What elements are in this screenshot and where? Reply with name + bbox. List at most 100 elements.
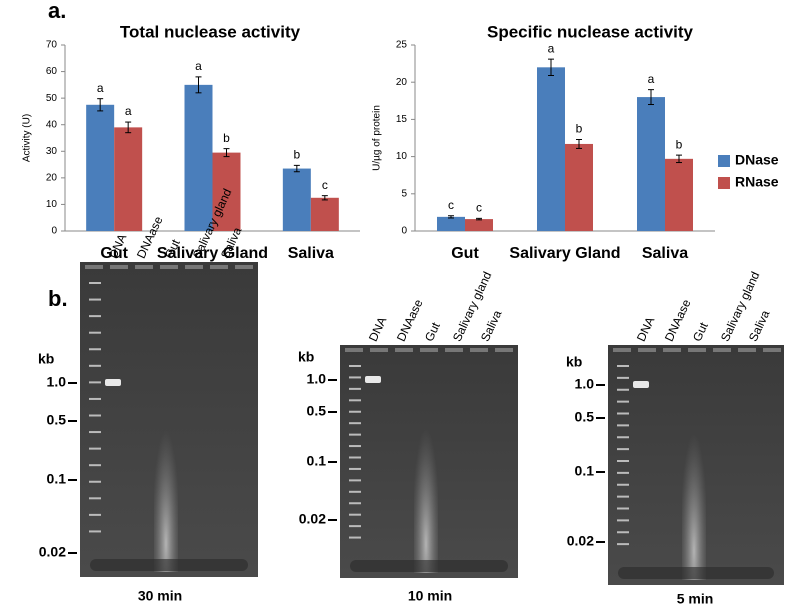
gel-front	[350, 560, 508, 572]
marker-label: 0.1	[575, 463, 595, 479]
y-axis-label: Activity (U)	[22, 114, 33, 162]
ladder-band	[349, 479, 361, 482]
significance-letter: a	[548, 41, 555, 55]
ladder-band	[89, 431, 101, 434]
gel-well	[470, 348, 488, 352]
ladder-band	[89, 480, 101, 483]
gel-well	[445, 348, 463, 352]
gel-well	[160, 265, 178, 269]
gel-well	[110, 265, 128, 269]
ladder-band	[617, 400, 629, 403]
legend-label: RNase	[735, 174, 779, 190]
significance-letter: b	[576, 122, 583, 136]
bar	[637, 97, 665, 231]
gel-well	[613, 348, 631, 352]
ladder-band	[349, 456, 361, 459]
ladder-band	[617, 448, 629, 451]
significance-letter: b	[676, 137, 683, 151]
gel-well	[495, 348, 513, 352]
significance-letter: a	[97, 81, 104, 95]
x-tick-label: Gut	[100, 245, 128, 262]
significance-letter: c	[322, 178, 328, 192]
dna-band	[633, 381, 649, 388]
bar	[310, 197, 339, 231]
gel-front	[618, 567, 774, 579]
lane-label: Gut	[690, 320, 711, 344]
ladder-band	[617, 376, 629, 379]
significance-letter: a	[195, 59, 202, 73]
x-tick-label: Salivary Gland	[157, 245, 268, 262]
ladder-band	[617, 531, 629, 534]
gel-well	[85, 265, 103, 269]
bar	[665, 158, 693, 231]
bar	[114, 127, 143, 231]
y-tick-label: 70	[46, 40, 58, 51]
marker-label: 1.0	[307, 371, 327, 387]
y-tick-label: 25	[396, 40, 408, 51]
marker-label: 0.02	[567, 533, 594, 549]
ladder-band	[89, 348, 101, 351]
bar	[565, 143, 593, 231]
ladder-band	[617, 507, 629, 510]
gel-well	[763, 348, 781, 352]
marker-label: 0.1	[47, 471, 67, 487]
y-axis-label: U/µg of protein	[372, 105, 383, 171]
y-tick-label: 20	[396, 77, 408, 88]
marker-label: 0.02	[39, 544, 66, 560]
ladder-band	[349, 467, 361, 470]
gel-front	[90, 559, 248, 571]
ladder-band	[89, 364, 101, 367]
unit-label: kb	[566, 354, 582, 370]
gel-time: 10 min	[408, 588, 452, 604]
x-tick-label: Saliva	[288, 245, 334, 262]
y-tick-label: 40	[46, 119, 58, 130]
marker-label: 0.02	[299, 511, 326, 527]
gel-well	[638, 348, 656, 352]
marker-label: 1.0	[575, 376, 595, 392]
ladder-band	[349, 445, 361, 448]
y-tick-label: 0	[51, 226, 57, 237]
chart-title: Total nuclease activity	[120, 22, 301, 41]
chart-title: Specific nuclease activity	[487, 22, 694, 41]
gel-well	[688, 348, 706, 352]
lane-label: Saliva	[746, 308, 773, 344]
bar	[184, 84, 213, 231]
gel-well	[395, 348, 413, 352]
panel-label: a.	[48, 0, 66, 23]
bar	[537, 67, 565, 231]
gel-well	[370, 348, 388, 352]
marker-label: 0.5	[307, 403, 327, 419]
lane-label: DNA	[366, 315, 389, 344]
ladder-band	[89, 464, 101, 467]
lane-label: Saliva	[478, 308, 505, 344]
ladder-band	[89, 397, 101, 400]
ladder-band	[349, 525, 361, 528]
legend-label: DNase	[735, 152, 779, 168]
ladder-band	[617, 543, 629, 546]
ladder-band	[349, 365, 361, 367]
gel-time: 5 min	[677, 591, 714, 607]
gel-well	[135, 265, 153, 269]
gut-smear	[414, 380, 438, 573]
ladder-band	[617, 519, 629, 522]
gel-well	[713, 348, 731, 352]
ladder-band	[349, 387, 361, 390]
ladder-band	[89, 447, 101, 450]
ladder-band	[349, 536, 361, 539]
gel-time: 30 min	[138, 588, 182, 604]
ladder-band	[349, 502, 361, 505]
ladder-band	[349, 513, 361, 516]
marker-label: 0.1	[307, 453, 327, 469]
ladder-band	[89, 331, 101, 334]
lane-label: DNAase	[394, 297, 426, 344]
ladder-band	[617, 483, 629, 486]
significance-letter: c	[448, 198, 454, 212]
gel-well	[185, 265, 203, 269]
gel-well	[210, 265, 228, 269]
y-tick-label: 30	[46, 146, 58, 157]
ladder-band	[89, 497, 101, 500]
ladder-band	[89, 414, 101, 417]
panel-label: b.	[48, 286, 68, 311]
ladder-band	[617, 388, 629, 391]
